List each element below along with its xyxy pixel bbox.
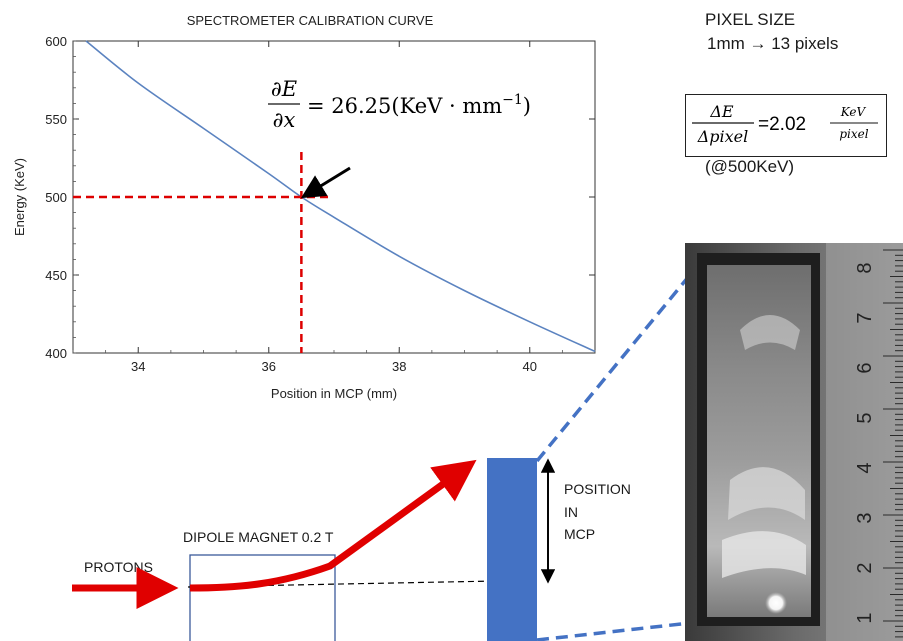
derivative-denominator: ∂x bbox=[273, 108, 296, 132]
derivative-numerator: ∂E bbox=[271, 77, 297, 101]
ruler-ticks bbox=[883, 249, 903, 638]
y-tick-label: 550 bbox=[45, 112, 67, 127]
dipole-magnet-label: DIPOLE MAGNET 0.2 T bbox=[183, 529, 334, 545]
ruler-number: 3 bbox=[854, 512, 876, 523]
spectrometer-diagram: DIPOLE MAGNET 0.2 T PROTONS POSITION IN … bbox=[72, 251, 710, 641]
derivative-value: = 26.25(KeV · mm−1) bbox=[307, 92, 531, 118]
operating-point-arrow bbox=[300, 166, 351, 199]
proton-spot bbox=[765, 592, 787, 614]
pixel-size-block: PIXEL SIZE 1mm → 13 pixels bbox=[705, 8, 838, 56]
y-axis-ticks: 400 450 500 550 600 bbox=[45, 34, 595, 361]
mcp-photograph: 1 2 3 4 5 6 7 8 bbox=[685, 243, 903, 641]
pixel-size-value: 1mm → 13 pixels bbox=[707, 34, 839, 53]
calibration-chart: SPECTROMETER CALIBRATION CURVE 34 36 38 40 … bbox=[12, 13, 596, 401]
position-label-2: IN bbox=[564, 504, 578, 520]
ruler-number: 4 bbox=[854, 462, 876, 473]
ruler-labels: 1 2 3 4 5 6 7 8 bbox=[854, 262, 876, 623]
x-tick-label: 34 bbox=[131, 359, 145, 374]
chart-title: SPECTROMETER CALIBRATION CURVE bbox=[187, 13, 434, 28]
resolution-denominator: Δpixel bbox=[697, 127, 749, 146]
y-tick-label: 500 bbox=[45, 190, 67, 205]
ruler-number: 2 bbox=[854, 562, 876, 573]
x-tick-label: 38 bbox=[392, 359, 406, 374]
position-label-1: POSITION bbox=[564, 481, 631, 497]
y-tick-label: 450 bbox=[45, 268, 67, 283]
pixel-size-title: PIXEL SIZE bbox=[705, 10, 796, 29]
beam-trace-upper bbox=[740, 315, 800, 350]
ruler-number: 1 bbox=[854, 612, 876, 623]
resolution-formula: ΔE Δpixel =2.02 KeV pixel bbox=[692, 102, 878, 146]
resolution-unit-denominator: pixel bbox=[839, 127, 868, 141]
resolution-numerator: ΔE bbox=[709, 102, 734, 121]
y-axis-label: Energy (KeV) bbox=[12, 158, 27, 236]
x-axis-label: Position in MCP (mm) bbox=[271, 386, 397, 401]
ruler-number: 7 bbox=[854, 312, 876, 323]
position-label-3: MCP bbox=[564, 526, 595, 542]
beam-trace-middle bbox=[728, 467, 805, 520]
ruler-number: 5 bbox=[854, 412, 876, 423]
resolution-value: =2.02 bbox=[758, 114, 806, 135]
ruler bbox=[826, 243, 903, 641]
zoom-line-bottom bbox=[536, 619, 709, 641]
beam-trace-lower bbox=[722, 531, 806, 578]
dipole-magnet-box bbox=[189, 554, 336, 641]
y-tick-label: 400 bbox=[45, 346, 67, 361]
derivative-annotation: ∂E ∂x = 26.25(KeV · mm−1) bbox=[268, 77, 531, 132]
ruler-number: 6 bbox=[854, 362, 876, 373]
ruler-number: 8 bbox=[854, 262, 876, 273]
protons-label: PROTONS bbox=[84, 559, 153, 575]
mcp-detector bbox=[487, 458, 537, 641]
resolution-unit-numerator: KeV bbox=[840, 105, 867, 119]
deflected-beam bbox=[189, 459, 477, 592]
calibration-curve bbox=[85, 40, 596, 353]
x-tick-label: 36 bbox=[262, 359, 276, 374]
x-axis-ticks: 34 36 38 40 bbox=[72, 41, 596, 374]
zoom-line-top bbox=[535, 251, 710, 463]
x-tick-label: 40 bbox=[523, 359, 537, 374]
resolution-box: ΔE Δpixel =2.02 KeV pixel bbox=[685, 94, 887, 157]
y-tick-label: 600 bbox=[45, 34, 67, 49]
reference-energy-note: (@500KeV) bbox=[705, 157, 795, 176]
